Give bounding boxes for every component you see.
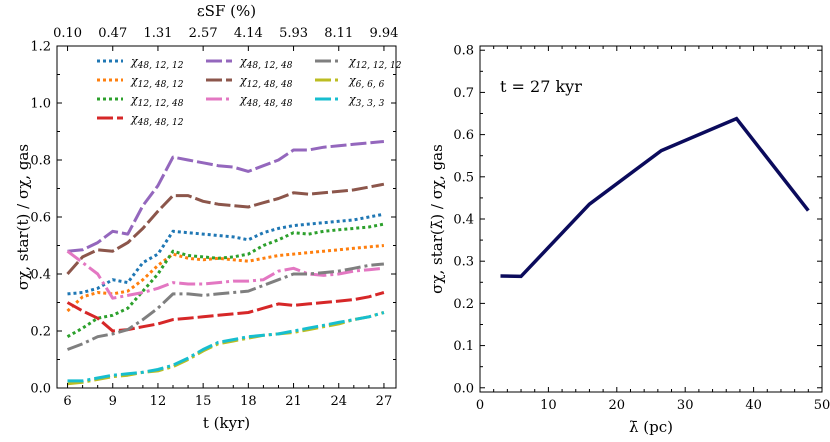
x-tick-label: 9 xyxy=(109,394,117,409)
y-axis-label: σχ, star(λ̄) / σχ, gas xyxy=(428,144,446,294)
y-tick-label: 0.2 xyxy=(30,325,51,340)
y-tick-label: 0.3 xyxy=(453,255,474,270)
series-line-5 xyxy=(66,182,385,275)
y-axis-label: σχ, star(t) / σχ, gas xyxy=(14,144,32,290)
x-tick-label: 50 xyxy=(814,398,830,413)
legend-label-0: χ48, 12, 12 xyxy=(130,55,184,71)
y-tick-label: 0.0 xyxy=(30,382,51,397)
y-tick-label: 0.4 xyxy=(453,213,474,228)
y-tick-label: 0.7 xyxy=(453,86,474,101)
x-axis-label: t (kyr) xyxy=(203,414,250,432)
right-panel: 0 10 20 30 40 50 0.0 0.1 0.2 0.3 0.4 0.5 0.6 0.7 0.8 t … xyxy=(428,44,830,436)
legend-label-2: χ12, 12, 48 xyxy=(130,93,184,109)
series-line-2 xyxy=(66,222,385,339)
y-tick-label: 0.0 xyxy=(453,381,474,396)
y-tick-label: 0.5 xyxy=(453,170,474,185)
legend-label-5: χ12, 48, 48 xyxy=(239,74,293,90)
y-tick-label: 1.2 xyxy=(30,40,51,55)
y-tick-label: 0.6 xyxy=(30,211,51,226)
top-tick-label: 8.11 xyxy=(324,26,353,41)
left-plot-frame xyxy=(56,45,397,389)
y-tick-label: 0.1 xyxy=(453,339,474,354)
y-tick-label: 0.8 xyxy=(30,154,51,169)
legend: χ48, 12, 12 χ12, 48, 12 χ12, 12, 48 χ48, 48… xyxy=(97,55,402,128)
x-tick-label: 40 xyxy=(745,398,762,413)
right-plot-frame xyxy=(479,45,823,393)
x-tick-label: 0 xyxy=(476,398,484,413)
x-tick-label: 30 xyxy=(677,398,694,413)
y-tick-label: 0.8 xyxy=(453,44,474,59)
top-tick-label: 4.14 xyxy=(234,26,263,41)
x-tick-label: 18 xyxy=(240,394,257,409)
top-axis-label: εSF (%) xyxy=(197,2,256,20)
series-line-0 xyxy=(67,212,385,296)
left-series-group xyxy=(66,140,385,386)
x-tick-label: 15 xyxy=(195,394,212,409)
x-tick-label: 12 xyxy=(150,394,167,409)
x-axis-label: λ̄ (pc) xyxy=(629,418,673,436)
top-tick-label: 9.94 xyxy=(369,26,398,41)
x-tick-label: 24 xyxy=(330,394,347,409)
top-tick-label: 0.10 xyxy=(53,26,82,41)
y-tick-label: 0.2 xyxy=(453,297,474,312)
top-tick-label: 0.47 xyxy=(98,26,127,41)
series-line-7 xyxy=(66,262,385,351)
series-line-lambda xyxy=(500,116,810,279)
legend-label-4: χ48, 12, 48 xyxy=(239,55,293,71)
series-line-9 xyxy=(67,311,385,383)
legend-label-6: χ48, 48, 48 xyxy=(239,93,293,109)
legend-label-3: χ48, 48, 12 xyxy=(130,112,184,128)
legend-label-7: χ12, 12, 12 xyxy=(348,55,402,71)
x-tick-label: 21 xyxy=(285,394,302,409)
x-tick-label: 10 xyxy=(540,398,557,413)
time-annotation: t = 27 kyr xyxy=(500,77,582,96)
series-line-4 xyxy=(67,140,385,253)
legend-label-8: χ6, 6, 6 xyxy=(348,74,385,90)
top-tick-label: 5.93 xyxy=(279,26,308,41)
y-tick-label: 0.6 xyxy=(453,128,474,143)
left-panel: 6 9 12 15 18 21 24 27 0.10 0.47 1.31 2.57 4.14 5.93 8.… xyxy=(14,2,402,432)
legend-label-1: χ12, 48, 12 xyxy=(130,74,184,90)
y-tick-label: 1.0 xyxy=(30,97,51,112)
x-tick-label: 6 xyxy=(63,394,71,409)
x-tick-label: 20 xyxy=(609,398,626,413)
y-tick-label: 0.4 xyxy=(30,268,51,283)
top-tick-label: 1.31 xyxy=(143,26,172,41)
x-tick-label: 27 xyxy=(376,394,393,409)
legend-label-9: χ3, 3, 3 xyxy=(348,93,385,109)
series-line-6 xyxy=(66,250,385,300)
top-tick-label: 2.57 xyxy=(189,26,218,41)
